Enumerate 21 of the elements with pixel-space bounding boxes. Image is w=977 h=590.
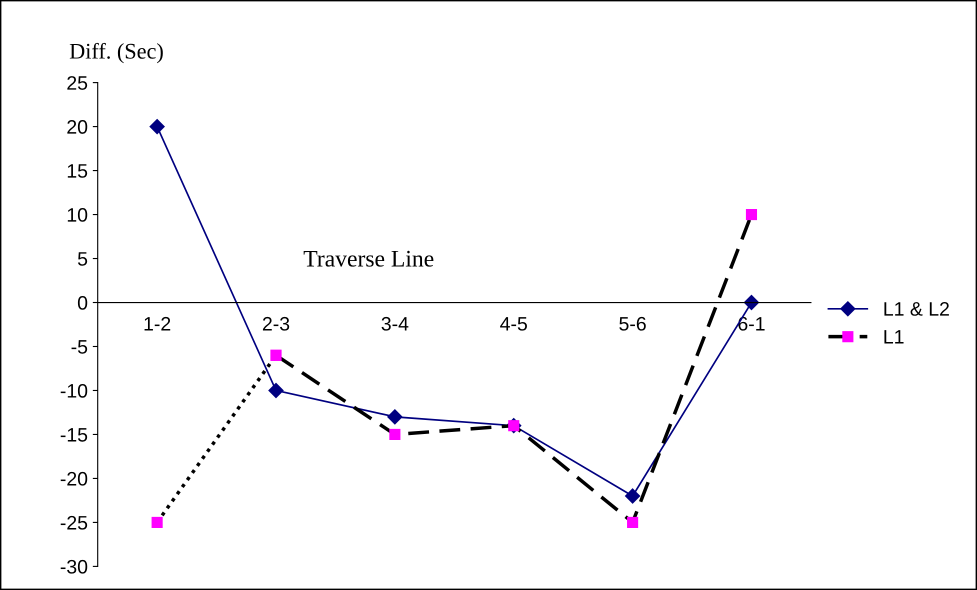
y-tick-label: 10: [68, 208, 88, 222]
x-tick-label: 4-5: [500, 317, 527, 331]
x-tick-label: 3-4: [382, 316, 408, 331]
legend-label: L1: [884, 330, 904, 344]
x-tick-label: 1-2: [144, 316, 170, 330]
y-tick-label: 15: [68, 164, 88, 178]
y-tick-label: -10: [60, 384, 88, 398]
legend-label: L1 & L2: [884, 302, 949, 316]
y-tick-label: 0: [78, 296, 88, 310]
y-tick-label: 20: [67, 120, 88, 134]
annotation: Traverse Line: [304, 250, 434, 267]
x-tick-label: 2-3: [262, 316, 290, 331]
y-tick-label: 5: [78, 252, 88, 266]
y-tick-label: -15: [60, 428, 88, 442]
y-tick-label: -25: [60, 516, 88, 530]
y-tick-label: 25: [67, 76, 88, 90]
y-tick-label: -30: [60, 560, 88, 574]
y-tick-label: -20: [60, 472, 88, 486]
y-tick-label: -5: [72, 340, 88, 354]
x-tick-label: 5-6: [619, 316, 646, 331]
y-axis-title: Diff. (Sec): [70, 42, 163, 64]
